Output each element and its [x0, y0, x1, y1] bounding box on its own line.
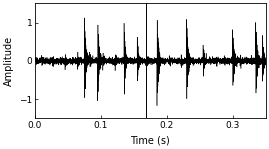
X-axis label: Time (s): Time (s): [130, 136, 170, 146]
Y-axis label: Amplitude: Amplitude: [3, 36, 13, 86]
